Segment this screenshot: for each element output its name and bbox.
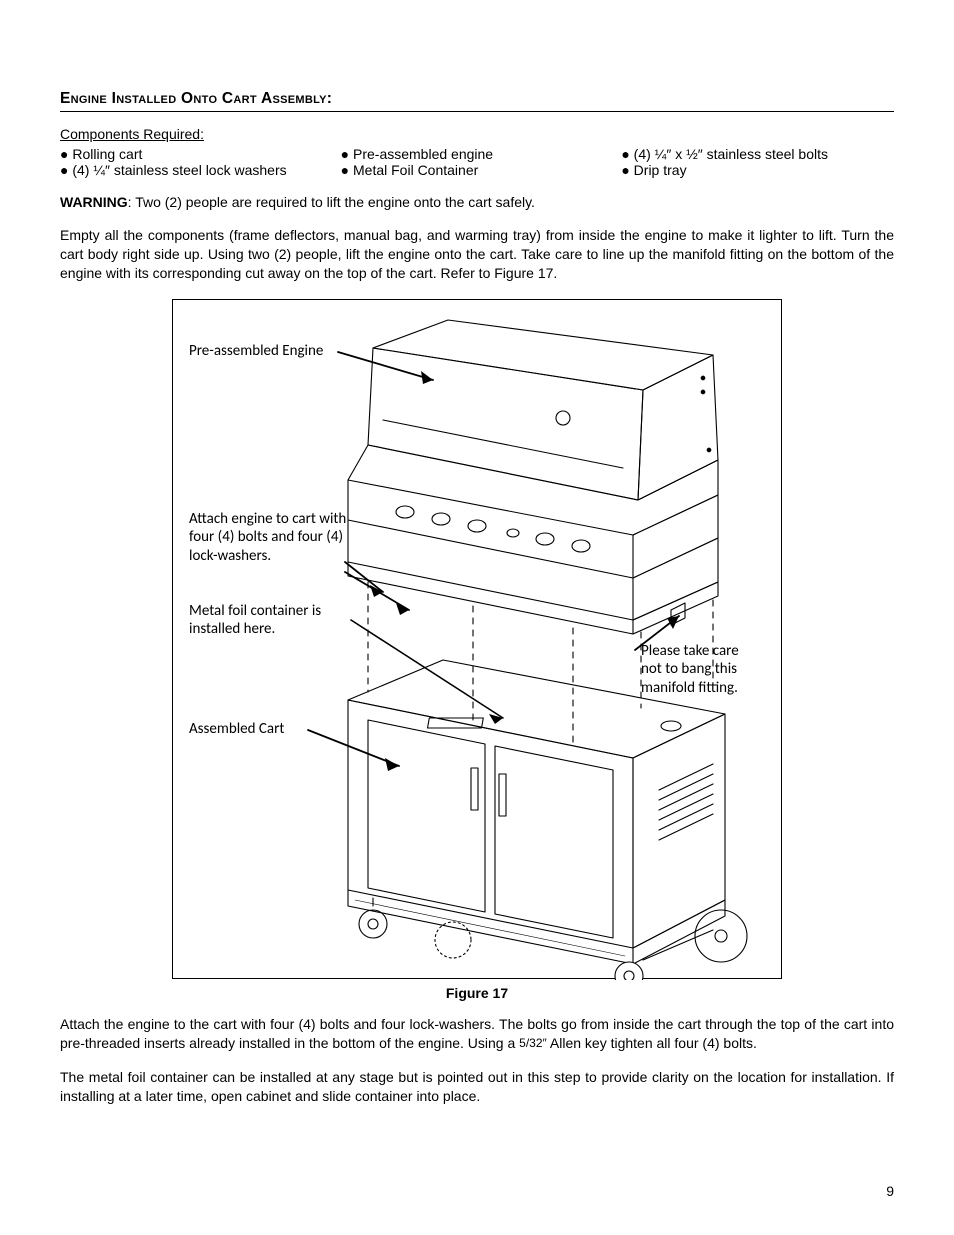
paragraph-3: The metal foil container can be installe… (60, 1068, 894, 1106)
warning-label: WARNING (60, 194, 128, 210)
component-item: ● Pre-assembled engine (341, 146, 614, 162)
callout-assembled-cart: Assembled Cart (189, 720, 284, 739)
callout-attach-bolts: Attach engine to cart with four (4) bolt… (189, 510, 349, 566)
callout-metal-foil: Metal foil container is installed here. (189, 602, 349, 640)
para2-a: Attach the engine to the cart with four … (60, 1016, 894, 1051)
figure-17: Pre-assembled Engine Attach engine to ca… (172, 299, 782, 979)
components-grid: ● Rolling cart ● Pre-assembled engine ● … (60, 146, 894, 178)
component-item: ● (4) ¼″ stainless steel lock washers (60, 162, 333, 178)
components-required-label: Components Required: (60, 126, 894, 142)
callout-preassembled-engine: Pre-assembled Engine (189, 342, 323, 361)
component-item: ● (4) ¼″ x ½″ stainless steel bolts (621, 146, 894, 162)
paragraph-1: Empty all the components (frame deflecto… (60, 226, 894, 283)
component-item: ● Drip tray (621, 162, 894, 178)
section-heading: Engine Installed Onto Cart Assembly: (60, 90, 894, 112)
warning-line: WARNING: Two (2) people are required to … (60, 194, 894, 210)
page-number: 9 (886, 1183, 894, 1199)
component-item: ● Metal Foil Container (341, 162, 614, 178)
figure-box: Pre-assembled Engine Attach engine to ca… (172, 299, 782, 979)
para2-b: Allen key tighten all four (4) bolts. (547, 1035, 757, 1051)
warning-text: : Two (2) people are required to lift th… (128, 194, 535, 210)
callout-manifold: Please take care not to bang this manifo… (641, 642, 761, 698)
paragraph-2: Attach the engine to the cart with four … (60, 1015, 894, 1053)
component-item: ● Rolling cart (60, 146, 333, 162)
allen-key-size: 5/32″ (519, 1036, 547, 1050)
assembly-diagram (173, 300, 783, 980)
figure-caption: Figure 17 (60, 985, 894, 1001)
